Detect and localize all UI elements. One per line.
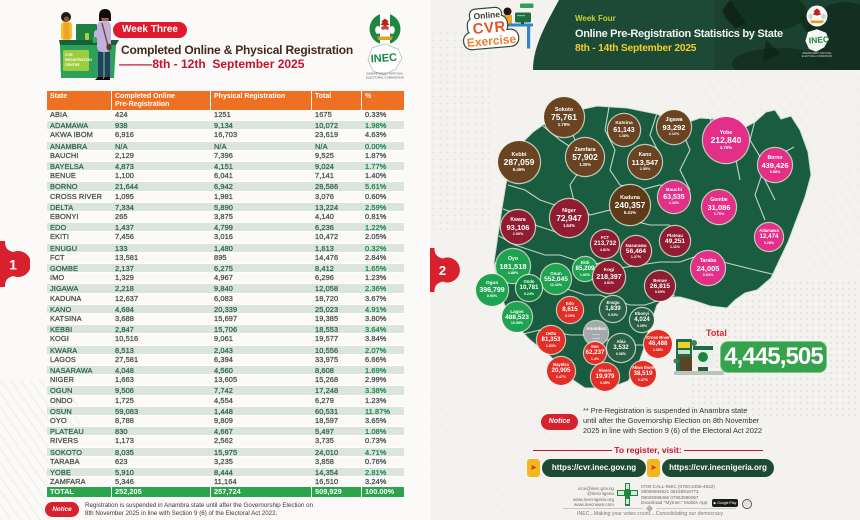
svg-text:1: 1 [9, 257, 17, 273]
svg-text:Online Pre-Registration Statis: Online Pre-Registration Statistics by St… [575, 28, 783, 40]
svg-text:INEC: INEC [808, 34, 829, 45]
svg-text:Exercise: Exercise [466, 32, 517, 50]
svg-text:CVR: CVR [472, 18, 507, 38]
svg-text:CVR: CVR [65, 53, 73, 57]
svg-text:8th - 14th September 2025: 8th - 14th September 2025 [575, 43, 697, 54]
svg-text:INEC: INEC [370, 52, 397, 66]
svg-text:ELECTORAL COMMISSION: ELECTORAL COMMISSION [366, 76, 404, 80]
svg-text:Week Four: Week Four [575, 14, 616, 23]
svg-text:INDEPENDENT NATIONAL: INDEPENDENT NATIONAL [366, 72, 403, 76]
svg-text:REGISTRATION: REGISTRATION [65, 58, 92, 62]
svg-text:2: 2 [439, 263, 446, 278]
svg-text:INDEPENDENT NATIONAL: INDEPENDENT NATIONAL [802, 52, 832, 55]
svg-text:Online: Online [473, 9, 500, 21]
svg-text:ELECTORAL COMMISSION: ELECTORAL COMMISSION [802, 55, 833, 58]
svg-text:CENTRE: CENTRE [65, 63, 80, 67]
